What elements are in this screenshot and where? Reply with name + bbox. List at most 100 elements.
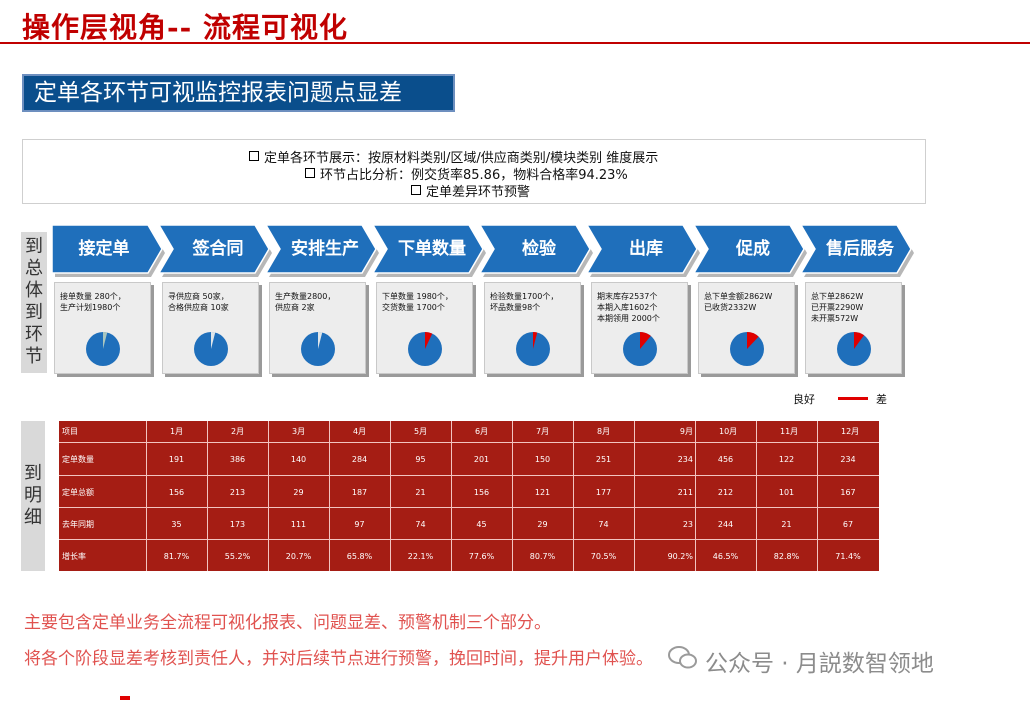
table-column-divider bbox=[756, 421, 757, 571]
info-text: 环节占比分析：例交货率85.86，物料合格率94.23% bbox=[320, 168, 628, 183]
table-cell: 234 bbox=[840, 455, 856, 464]
table-cell: 284 bbox=[351, 455, 368, 464]
table-cell: 156 bbox=[473, 487, 490, 497]
stage-label: 出库 bbox=[629, 239, 663, 259]
table-header-cell: 6月 bbox=[475, 427, 489, 436]
table-cell: 101 bbox=[778, 487, 795, 497]
stage-card-text: 下单数量 1980个， 交货数量 1700个 bbox=[382, 292, 453, 312]
table-column-divider bbox=[695, 421, 696, 571]
table-column-divider bbox=[390, 421, 391, 571]
table-cell: 定单数量 bbox=[62, 455, 94, 464]
table-cell: 234 bbox=[677, 455, 693, 464]
pie-bad-slice bbox=[640, 332, 651, 349]
legend-good-label: 良好 bbox=[793, 393, 815, 406]
table-row: 去年同期 35 173 111 97 74 45 29 74 23 244 21 67 bbox=[59, 507, 879, 540]
table-cell: 77.6% bbox=[468, 551, 495, 561]
table-cell: 65.8% bbox=[346, 551, 373, 561]
table-cell: 55.2% bbox=[224, 551, 251, 561]
table-cell: 46.5% bbox=[712, 551, 739, 561]
table-header-cell: 项目 bbox=[62, 427, 78, 436]
stage-label: 检验 bbox=[522, 239, 556, 259]
table-row: 定单数量 191 386 140 284 95 201 150 251 234 456 122 234 bbox=[59, 442, 879, 476]
table-row: 定单总额 156 213 29 187 21 156 121 177 211 212 101 167 bbox=[59, 475, 879, 508]
side-label-overall: 到总体到环节 bbox=[21, 232, 47, 373]
table-cell: 244 bbox=[717, 519, 734, 529]
stage-label: 签合同 bbox=[192, 239, 244, 259]
stage-card-text: 生产数量2800， 供应商 2家 bbox=[275, 292, 336, 312]
stage-chevron bbox=[587, 225, 700, 277]
pie-chart bbox=[730, 332, 764, 366]
table-header-cell: 11月 bbox=[780, 427, 799, 436]
table-cell: 67 bbox=[842, 519, 854, 529]
pie-bad-slice bbox=[747, 332, 759, 349]
table-row: 增长率 81.7% 55.2% 20.7% 65.8% 22.1% 77.6% 80.7% 70… bbox=[59, 539, 879, 572]
table-cell: 71.4% bbox=[835, 551, 861, 561]
table-cell: 29 bbox=[537, 519, 548, 529]
stage-chevron bbox=[801, 225, 914, 277]
pie-bad-slice bbox=[854, 332, 864, 349]
table-header-cell: 5月 bbox=[414, 427, 428, 436]
watermark-text: 公众号 · 月説数智领地 bbox=[705, 651, 934, 677]
table-column-divider bbox=[573, 421, 574, 571]
table-cell: 191 bbox=[168, 455, 185, 464]
stage-chevron bbox=[373, 225, 486, 277]
table-header-cell: 1月 bbox=[170, 427, 184, 436]
table-cell: 251 bbox=[595, 455, 612, 464]
table-header-cell: 4月 bbox=[353, 427, 367, 436]
table-cell: 173 bbox=[229, 519, 246, 529]
stage-chevron bbox=[266, 225, 379, 277]
stage-chevron bbox=[694, 225, 807, 277]
table-header-row: 项目 1月 2月 3月 4月 5月 6月 7月 8月 9月 10月 11月 12月 bbox=[59, 421, 879, 442]
wechat-icon bbox=[668, 646, 697, 669]
table-cell: 35 bbox=[171, 519, 182, 529]
table-column-divider bbox=[634, 421, 635, 571]
table-column-divider bbox=[817, 421, 818, 571]
table-cell: 211 bbox=[677, 487, 693, 497]
pie-chart bbox=[194, 332, 228, 366]
table-cell: 增长率 bbox=[62, 551, 86, 561]
pie-chart bbox=[301, 332, 335, 366]
table-cell: 20.7% bbox=[285, 551, 312, 561]
table-cell: 74 bbox=[415, 519, 426, 529]
table-column-divider bbox=[268, 421, 269, 571]
checkbox-icon bbox=[411, 185, 421, 195]
pie-bad-slice bbox=[425, 332, 433, 349]
stage-card-text: 接单数量 280个， 生产计划1980个 bbox=[60, 292, 126, 312]
table-cell: 156 bbox=[168, 487, 185, 497]
pie-chart bbox=[623, 332, 657, 366]
stage-card-text: 寻供应商 50家， 合格供应商 10家 bbox=[168, 292, 229, 312]
pie-bad-slice bbox=[211, 332, 216, 349]
table-cell: 95 bbox=[415, 455, 426, 464]
table-cell: 213 bbox=[229, 487, 246, 497]
table-cell: 212 bbox=[717, 487, 734, 497]
stage-label: 下单数量 bbox=[398, 239, 466, 259]
table-cell: 150 bbox=[534, 455, 551, 464]
legend-bad-line bbox=[838, 397, 868, 400]
stage-card-text: 总下单金额2862W 已收货2332W bbox=[704, 292, 773, 312]
table-header-cell: 10月 bbox=[719, 427, 738, 436]
info-item: 定单各环节展示：按原材料类别/区域/供应商类别/模块类别 维度展示 bbox=[249, 147, 658, 166]
stage-chevron bbox=[159, 225, 272, 277]
table-header-cell: 8月 bbox=[597, 427, 611, 436]
monthly-detail-table: 项目 1月 2月 3月 4月 5月 6月 7月 8月 9月 10月 11月 12月 定单数量 191 386 1… bbox=[59, 421, 879, 571]
info-item: 定单差异环节预警 bbox=[411, 181, 530, 200]
stage-label: 安排生产 bbox=[291, 239, 359, 259]
table-cell: 111 bbox=[290, 519, 307, 529]
title-divider bbox=[0, 42, 1030, 44]
pie-chart bbox=[86, 332, 120, 366]
table-cell: 22.1% bbox=[407, 551, 434, 561]
stage-card: 接单数量 280个， 生产计划1980个 bbox=[54, 282, 151, 374]
table-column-divider bbox=[329, 421, 330, 571]
pie-chart bbox=[516, 332, 550, 366]
stage-card: 寻供应商 50家， 合格供应商 10家 bbox=[162, 282, 259, 374]
stage-label: 促成 bbox=[736, 239, 770, 259]
stage-label: 售后服务 bbox=[826, 239, 894, 259]
table-cell: 122 bbox=[778, 455, 795, 464]
stage-card: 检验数量1700个， 坏品数量98个 bbox=[484, 282, 581, 374]
legend-bad-label: 差 bbox=[876, 393, 887, 406]
stage-card-text: 总下单2862W 已开票2290W 未开票572W bbox=[811, 292, 864, 323]
table-header-cell: 9月 bbox=[679, 427, 693, 436]
stage-card: 期末库存2537个 本期入库1602个 本期领用 2000个 bbox=[591, 282, 688, 374]
table-header-cell: 3月 bbox=[292, 427, 306, 436]
footer-line-2: 将各个阶段显差考核到责任人，并对后续节点进行预警，挽回时间，提升用户体验。 bbox=[24, 649, 653, 669]
